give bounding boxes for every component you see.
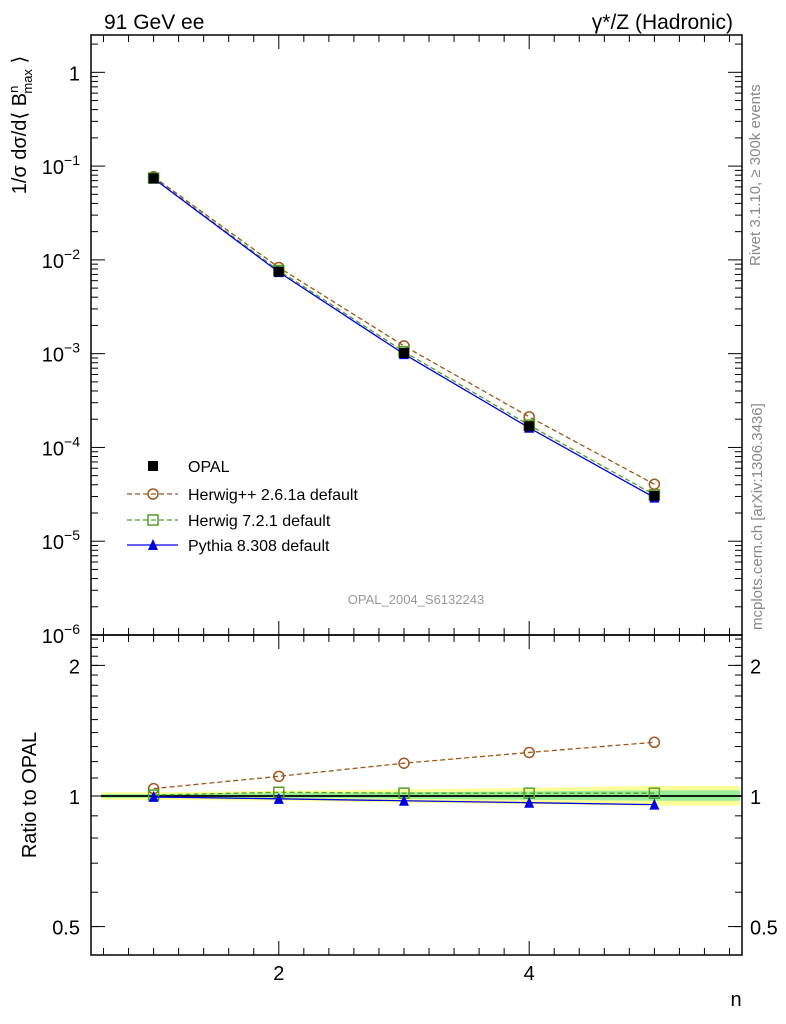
point-opal — [524, 421, 535, 432]
xtick-label: 2 — [273, 963, 284, 985]
ratio-ytick-label-right: 0.5 — [750, 918, 778, 940]
legend-marker-herwig-2-6-1a-default — [147, 488, 159, 500]
main-ytick-label-base: 10 — [42, 438, 64, 460]
ratio-point-pythia-8-308-default — [273, 792, 284, 804]
main-ytick-label-base: 10 — [42, 626, 64, 648]
ratio-point-herwig-2-6-1a-default — [523, 746, 535, 759]
series-line-pythia-8-308-default — [153, 177, 655, 499]
main-ytick-label-base: 10 — [42, 157, 64, 179]
ratio-panel: 0.5 0.5 1 1 2 2 2 4 — [52, 634, 778, 985]
series-line-herwig-7-2-1-default — [153, 177, 655, 496]
main-ylabel: 1/σ dσ/d⟨ Bnmax ⟩ — [6, 56, 35, 195]
point-opal — [398, 347, 409, 358]
rivet-version: Rivet 3.1.10, ≥ 300k events — [747, 84, 764, 266]
main-ytick-label-exp: −1 — [64, 152, 80, 168]
legend-label-herwig-7-2-1-default: Herwig 7.2.1 default — [188, 513, 331, 530]
ratio-point-herwig-2-6-1a-default — [273, 770, 285, 783]
main-ytick-label-base: 10 — [42, 251, 64, 273]
xtick-label: 4 — [524, 963, 535, 985]
ratio-ytick-label-right: 1 — [750, 787, 761, 809]
ratio-frame — [90, 634, 743, 956]
ratio-ytick-label-left: 1 — [69, 787, 80, 809]
ratio-ylabel: Ratio to OPAL — [19, 732, 41, 858]
main-ytick-label-exp: −6 — [64, 621, 80, 637]
ratio-ytick-label-left: 2 — [69, 656, 80, 678]
point-opal — [649, 490, 660, 501]
analysis-watermark: OPAL_2004_S6132243 — [348, 592, 484, 607]
main-ytick-label: 1 — [69, 63, 80, 85]
legend-marker-pythia-8-308-default — [148, 539, 158, 550]
ratio-point-pythia-8-308-default — [398, 794, 409, 806]
legend-label-pythia-8-308-default: Pythia 8.308 default — [188, 538, 330, 555]
ratio-point-pythia-8-308-default — [148, 790, 159, 802]
legend-marker-opal — [148, 461, 158, 471]
ratio-point-herwig-2-6-1a-default — [398, 757, 410, 769]
ratio-ytick-label-right: 2 — [750, 656, 761, 678]
series-line-herwig-2-6-1a-default — [153, 176, 655, 485]
mcplots-ref: mcplots.cern.ch [arXiv:1306.3436] — [749, 403, 766, 630]
legend-label-opal: OPAL — [188, 459, 230, 476]
point-opal — [273, 266, 284, 277]
main-ytick-label: 10−5 — [42, 527, 80, 554]
main-ytick-label-base: 10 — [42, 532, 64, 554]
ratio-point-pythia-8-308-default — [649, 798, 660, 810]
header-left: 91 GeV ee — [104, 11, 204, 34]
main-ytick-label: 10−6 — [42, 621, 80, 648]
x-axis-label: n — [730, 989, 741, 1011]
legend-label-herwig-2-6-1a-default: Herwig++ 2.6.1a default — [188, 487, 358, 504]
main-ytick-label-exp: −3 — [64, 340, 80, 356]
main-ytick-label-exp: −4 — [64, 433, 80, 449]
main-ytick-label: 10−3 — [42, 340, 80, 367]
ratio-point-herwig-2-6-1a-default — [648, 736, 661, 749]
main-ytick-label: 10−1 — [42, 152, 80, 179]
ratio-line-herwig-7-2-1-default — [153, 791, 655, 796]
legend: OPAL Herwig++ 2.6.1a default Herwig 7.2.1 … — [127, 459, 358, 555]
main-ytick-label-base: 10 — [42, 345, 64, 367]
legend-marker-herwig-7-2-1-default — [147, 514, 159, 526]
ratio-ytick-label-left: 0.5 — [52, 918, 80, 940]
main-panel: 110−110−210−310−410−510−6 — [42, 34, 743, 648]
main-ytick-label-exp: −2 — [64, 246, 80, 262]
ratio-line-herwig-2-6-1a-default — [153, 741, 655, 790]
main-ytick-label: 10−4 — [42, 433, 80, 460]
header-right: γ*/Z (Hadronic) — [592, 11, 733, 34]
main-ytick-label: 10−2 — [42, 246, 80, 273]
main-ytick-label-base: 1 — [69, 63, 80, 85]
ratio-point-pythia-8-308-default — [524, 796, 535, 808]
main-ytick-label-exp: −5 — [64, 527, 80, 543]
point-opal — [148, 173, 159, 184]
ratio-point-herwig-7-2-1-default — [648, 787, 661, 799]
